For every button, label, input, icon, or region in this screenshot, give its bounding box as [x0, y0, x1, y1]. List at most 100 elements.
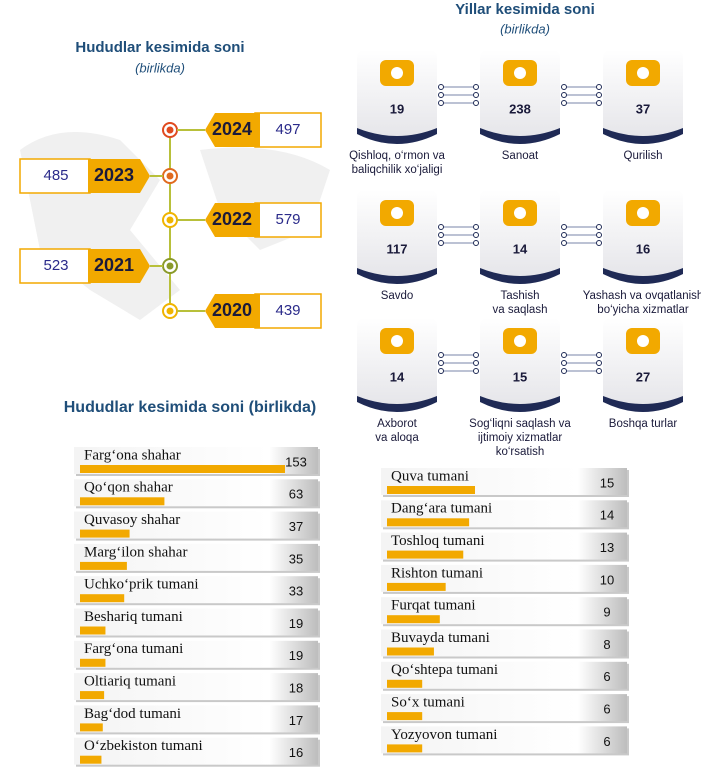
- value-box: [254, 202, 322, 238]
- link-dot: [596, 232, 602, 238]
- card: [603, 318, 683, 404]
- bar: [80, 561, 127, 570]
- bar: [80, 658, 106, 667]
- sector-label: Savdo: [381, 290, 414, 302]
- row: [74, 608, 318, 636]
- sector-value: 16: [636, 241, 650, 256]
- region-name: Farg‘ona shahar: [84, 447, 181, 463]
- region-value: 6: [603, 734, 610, 749]
- bar: [387, 582, 446, 591]
- region-name: Yozyovon tumani: [391, 727, 497, 743]
- sector-label: ko‘rsatish: [496, 446, 545, 458]
- region-value: 35: [289, 551, 303, 566]
- region-name: Marg‘ilon shahar: [84, 544, 187, 560]
- card: [357, 190, 437, 276]
- sector-value: 117: [387, 241, 408, 256]
- bar: [387, 518, 470, 527]
- region-value: 10: [600, 572, 614, 587]
- sector-label: va saqlash: [493, 304, 548, 316]
- sector-value: 27: [636, 369, 650, 384]
- row: [74, 737, 318, 765]
- card: [603, 50, 683, 136]
- timeline-dot-core: [166, 307, 174, 315]
- region-name: Buvayda tumani: [391, 630, 490, 646]
- year-badge: [205, 113, 260, 147]
- card: [357, 50, 437, 136]
- icon-detail: [391, 67, 403, 79]
- year: 2024: [212, 119, 252, 139]
- link-dot: [438, 352, 444, 358]
- link-dot: [473, 368, 479, 374]
- link-dot: [438, 92, 444, 98]
- card: [357, 318, 437, 404]
- icon-detail: [637, 207, 649, 219]
- year-value: 485: [43, 167, 68, 184]
- region-value: 153: [285, 454, 307, 469]
- value-box: [254, 112, 322, 148]
- year: 2020: [212, 300, 252, 320]
- bar: [387, 744, 423, 753]
- timeline-dot-core: [166, 172, 174, 180]
- bar: [387, 679, 423, 688]
- bar: [387, 550, 464, 559]
- region-name: Bag‘dod tumani: [84, 706, 181, 722]
- sector-label: Qurilish: [624, 150, 663, 162]
- bar: [80, 465, 285, 473]
- region-value: 17: [289, 713, 303, 728]
- region-name: Toshloq tumani: [391, 533, 485, 549]
- bar: [387, 712, 423, 721]
- region-value: 14: [600, 508, 614, 523]
- icon-detail: [637, 67, 649, 79]
- link-dot: [438, 100, 444, 106]
- icon-detail: [637, 335, 649, 347]
- sector-label: Sanoat: [502, 150, 539, 162]
- bar: [80, 755, 102, 764]
- link-dot: [596, 360, 602, 366]
- year-badge: [88, 159, 150, 193]
- sectors-title: Yillar kesimida soni: [455, 1, 595, 18]
- link-dot: [596, 84, 602, 90]
- value-box: [254, 293, 322, 329]
- region-value: 33: [289, 584, 303, 599]
- sector-value: 14: [390, 369, 405, 384]
- region-value: 8: [603, 637, 610, 652]
- year-value: 497: [275, 121, 300, 138]
- year-value: 523: [43, 257, 68, 274]
- link-dot: [561, 352, 567, 358]
- year-badge: [205, 294, 260, 328]
- region-name: Farg‘ona tumani: [84, 641, 183, 657]
- region-name: Oltiariq tumani: [84, 674, 176, 690]
- bar: [80, 723, 103, 732]
- link-dot: [596, 352, 602, 358]
- link-dot: [596, 100, 602, 106]
- sector-label: Axborot: [377, 418, 417, 430]
- sector-label: bo‘yicha xizmatlar: [597, 304, 689, 316]
- row: [74, 705, 318, 733]
- region-value: 37: [289, 519, 303, 534]
- regions-title: Hududlar kesimida soni (birlikda): [64, 399, 317, 416]
- link-dot: [438, 360, 444, 366]
- year-value: 439: [275, 302, 300, 319]
- link-dot: [438, 84, 444, 90]
- link-dot: [438, 232, 444, 238]
- value-box: [19, 158, 91, 194]
- link-dot: [561, 84, 567, 90]
- link-dot: [473, 92, 479, 98]
- link-dot: [561, 224, 567, 230]
- region-name: So‘x tumani: [391, 695, 465, 711]
- link-dot: [473, 352, 479, 358]
- region-name: Quvasoy shahar: [84, 512, 180, 528]
- bar: [80, 594, 125, 603]
- link-dot: [438, 240, 444, 246]
- sector-label: Boshqa turlar: [609, 418, 678, 430]
- link-dot: [596, 368, 602, 374]
- row: [74, 640, 318, 668]
- region-value: 6: [603, 669, 610, 684]
- link-dot: [473, 84, 479, 90]
- bar: [80, 691, 105, 700]
- years-title: Hududlar kesimida soni: [75, 39, 244, 56]
- link-dot: [438, 368, 444, 374]
- icon-detail: [514, 335, 526, 347]
